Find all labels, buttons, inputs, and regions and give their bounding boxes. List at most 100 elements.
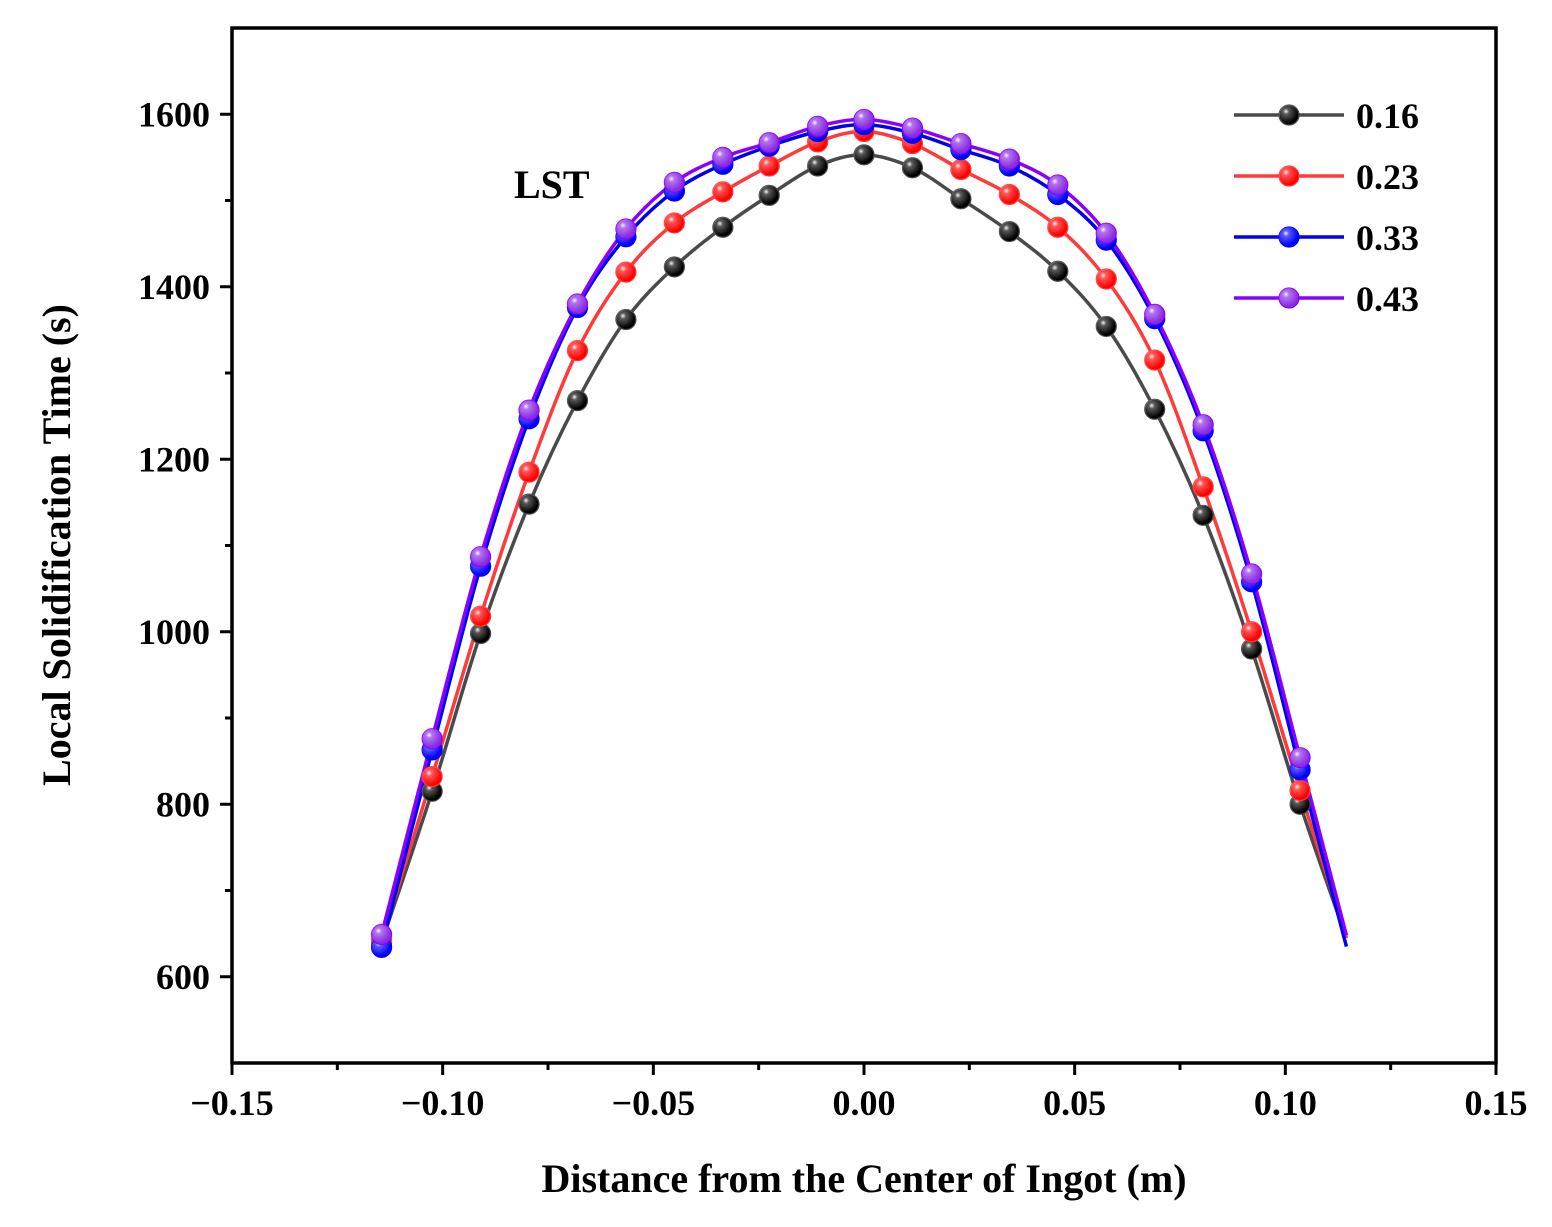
marker-highlight: [519, 400, 540, 421]
data-point-0.43: [853, 108, 875, 131]
data-point-0.23: [1241, 621, 1263, 643]
marker-highlight: [470, 606, 491, 627]
data-point-0.23: [1144, 349, 1166, 371]
marker-highlight: [1193, 414, 1214, 435]
x-tick-label: 0.15: [1465, 1083, 1528, 1123]
data-point-0.16: [1144, 398, 1166, 420]
y-tick-label: 1600: [138, 94, 210, 134]
marker-highlight: [664, 172, 685, 193]
data-point-0.23: [1047, 216, 1069, 238]
series-line-0.43: [379, 117, 1349, 936]
data-point-0.16: [807, 155, 829, 177]
data-point-0.23: [758, 155, 780, 177]
series-lines: [379, 117, 1349, 948]
data-point-0.16: [469, 622, 492, 645]
marker-highlight: [519, 462, 540, 483]
marker-highlight: [807, 116, 828, 137]
series-line-0.33: [379, 122, 1349, 948]
data-point-0.16: [758, 184, 780, 206]
marker-highlight: [759, 185, 780, 206]
marker-highlight: [950, 133, 971, 154]
data-point-0.43: [807, 115, 829, 137]
data-point-0.23: [566, 339, 589, 362]
marker-highlight: [950, 159, 971, 180]
marker-highlight: [519, 494, 540, 515]
data-point-0.16: [1192, 504, 1214, 526]
plot-frame: [230, 26, 1498, 1065]
data-point-0.23: [615, 261, 637, 283]
legend-item-0.33: 0.33: [1234, 218, 1419, 258]
marker-highlight: [854, 109, 874, 130]
data-point-0.16: [1095, 315, 1117, 338]
data-point-0.43: [1192, 414, 1214, 436]
marker-highlight: [1241, 621, 1262, 642]
marker-highlight: [1096, 316, 1117, 337]
legend: 0.16 0.23 0.33 0.43: [1234, 96, 1419, 319]
marker-highlight: [712, 181, 733, 202]
data-point-0.43: [998, 148, 1020, 170]
x-axis-title: Distance from the Center of Ingot (m): [541, 1156, 1186, 1201]
tick-labels: −0.15 −0.10 −0.05 0.00 0.05 0.10 0.15 600 800 100…: [138, 94, 1528, 1123]
marker-highlight: [1096, 268, 1117, 289]
lst-annotation: LST: [514, 162, 590, 207]
data-point-0.43: [1289, 747, 1311, 769]
series-line-0.16: [379, 153, 1349, 943]
legend-label: 0.33: [1356, 218, 1419, 258]
marker-highlight: [615, 218, 636, 239]
x-tick-label: −0.05: [612, 1083, 696, 1123]
marker-highlight: [1290, 780, 1311, 801]
marker-highlight: [902, 118, 923, 139]
x-tick-label: −0.10: [401, 1083, 485, 1123]
marker-highlight: [902, 157, 923, 178]
marker-highlight: [470, 546, 491, 567]
marker-highlight: [712, 147, 733, 168]
data-point-0.43: [1241, 563, 1263, 585]
legend-label: 0.16: [1356, 96, 1419, 136]
data-point-0.43: [370, 923, 393, 946]
marker-highlight: [567, 294, 588, 314]
data-point-0.23: [1289, 779, 1311, 802]
legend-label: 0.43: [1356, 279, 1419, 319]
legend-item-0.43: 0.43: [1234, 279, 1419, 319]
y-tick-label: 1000: [138, 612, 210, 652]
marker-highlight: [807, 156, 828, 176]
data-point-0.23: [950, 158, 972, 181]
data-point-0.43: [421, 728, 443, 750]
data-point-0.43: [758, 132, 780, 154]
data-point-0.16: [421, 780, 443, 802]
y-tick-label: 600: [156, 957, 210, 997]
marker-highlight: [470, 623, 491, 644]
data-point-0.16: [1047, 260, 1069, 282]
marker-highlight: [999, 149, 1020, 170]
data-point-0.23: [1095, 268, 1117, 290]
data-point-0.43: [901, 117, 924, 139]
data-point-0.23: [712, 181, 734, 203]
marker-highlight: [1144, 304, 1165, 325]
data-point-0.23: [421, 766, 443, 788]
x-tick-label: −0.15: [190, 1083, 274, 1123]
data-point-0.43: [712, 146, 734, 168]
data-point-0.43: [615, 218, 637, 240]
legend-marker-highlight: [1279, 227, 1299, 247]
legend-label: 0.23: [1356, 157, 1419, 197]
data-point-0.43: [1144, 303, 1166, 325]
marker-highlight: [1047, 217, 1068, 238]
marker-highlight: [1241, 639, 1262, 659]
y-axis-title: Local Solidification Time (s): [34, 304, 79, 786]
marker-highlight: [615, 262, 636, 283]
x-tick-label: 0.10: [1254, 1083, 1317, 1123]
marker-highlight: [950, 188, 971, 209]
x-tick-label: 0.00: [833, 1083, 896, 1123]
data-point-0.43: [950, 132, 972, 155]
marker-highlight: [1144, 399, 1165, 420]
marker-highlight: [1047, 261, 1068, 282]
legend-marker-highlight: [1279, 166, 1299, 186]
marker-highlight: [422, 728, 443, 749]
data-point-0.16: [853, 144, 875, 166]
data-point-0.16: [615, 308, 637, 331]
marker-highlight: [615, 309, 636, 330]
data-point-0.16: [998, 220, 1020, 243]
marker-highlight: [371, 924, 392, 945]
marker-highlight: [664, 256, 685, 277]
